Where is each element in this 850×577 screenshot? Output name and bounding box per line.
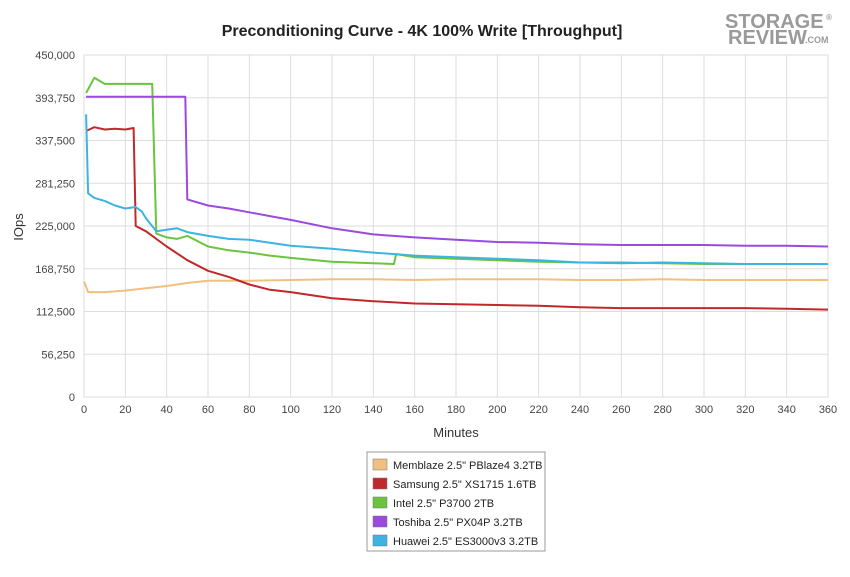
x-tick-label: 220 — [529, 404, 547, 416]
legend-label: Intel 2.5" P3700 2TB — [393, 498, 494, 510]
legend-swatch — [372, 477, 388, 490]
logo-mark: ® — [826, 13, 832, 22]
x-axis-ticks: 0 20 40 60 80 100 120 140 160 180 200 220 240 260 280 3… — [81, 404, 837, 416]
x-tick-label: 200 — [488, 404, 506, 416]
x-tick-label: 60 — [202, 404, 214, 416]
legend-swatch — [372, 534, 388, 547]
y-axis-ticks: 0 56,250 112,500 168,750 225,000 281,250 337,5… — [35, 50, 75, 404]
legend-box — [366, 451, 546, 552]
x-tick-label: 100 — [281, 404, 299, 416]
series-line-0 — [83, 278, 828, 294]
x-tick-label: 140 — [364, 404, 382, 416]
grid — [83, 54, 829, 398]
logo-suffix: .COM — [805, 35, 829, 45]
y-tick-label: 393,750 — [35, 93, 75, 105]
x-tick-label: 320 — [736, 404, 754, 416]
x-tick-label: 0 — [81, 404, 87, 416]
logo-line1: STORAGE — [725, 11, 824, 33]
logo-line2: REVIEW — [728, 27, 807, 49]
y-tick-label: 112,500 — [36, 307, 75, 319]
legend-label: Toshiba 2.5" PX04P 3.2TB — [393, 517, 523, 529]
legend: Memblaze 2.5" PBlaze4 3.2TB Samsung 2.5" … — [366, 451, 546, 552]
legend-label: Samsung 2.5" XS1715 1.6TB — [393, 479, 536, 491]
series-line-4 — [85, 114, 828, 265]
y-tick-label: 450,000 — [35, 50, 75, 62]
x-tick-label: 360 — [819, 404, 837, 416]
y-tick-label: 337,500 — [35, 136, 75, 148]
chart-title: Preconditioning Curve - 4K 100% Write [T… — [222, 23, 623, 40]
y-tick-label: 168,750 — [35, 264, 75, 276]
legend-swatch — [372, 458, 388, 471]
legend-swatch — [372, 515, 388, 528]
series-line-1 — [85, 126, 829, 311]
y-tick-label: 225,000 — [35, 221, 75, 233]
series-line-3 — [86, 95, 829, 248]
plot-area — [83, 76, 829, 311]
x-tick-label: 340 — [777, 404, 795, 416]
x-tick-label: 300 — [695, 404, 713, 416]
x-tick-label: 160 — [405, 404, 423, 416]
y-tick-label: 0 — [69, 392, 75, 404]
site-logo: STORAGE REVIEW .COM ® — [725, 11, 832, 49]
y-tick-label: 281,250 — [35, 178, 75, 190]
x-tick-label: 80 — [243, 404, 255, 416]
legend-swatch — [372, 496, 388, 509]
x-tick-label: 20 — [119, 404, 131, 416]
x-tick-label: 180 — [447, 404, 465, 416]
x-tick-label: 40 — [161, 404, 173, 416]
x-tick-label: 120 — [323, 404, 341, 416]
y-axis-label: IOps — [11, 213, 26, 241]
x-tick-label: 280 — [653, 404, 671, 416]
x-axis-label: Minutes — [433, 425, 479, 440]
x-tick-label: 260 — [612, 404, 630, 416]
x-tick-label: 240 — [571, 404, 589, 416]
y-tick-label: 56,250 — [41, 349, 75, 361]
series-line-2 — [85, 76, 828, 265]
legend-label: Memblaze 2.5" PBlaze4 3.2TB — [393, 460, 542, 472]
legend-label: Huawei 2.5" ES3000v3 3.2TB — [393, 536, 538, 548]
